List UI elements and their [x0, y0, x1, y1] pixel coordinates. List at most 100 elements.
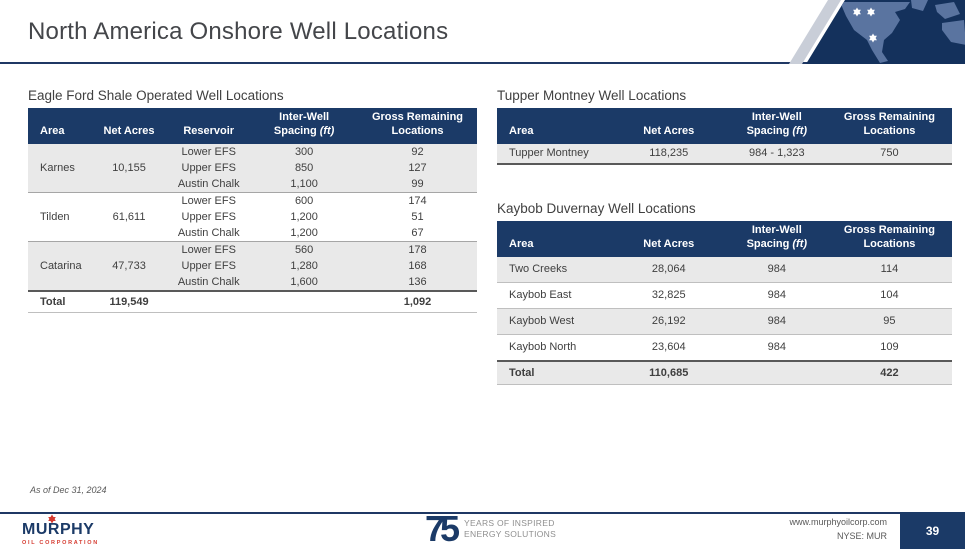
cell-spacing: 1,280 [250, 257, 358, 274]
cell-locations: 178 [358, 240, 477, 258]
cell-spacing: 1,600 [250, 273, 358, 291]
table-row: Kaybob East 32,825 984 104 [497, 281, 952, 308]
cell-reservoir: Upper EFS [181, 210, 236, 223]
table-header-row: Area Net Acres Reservoir Inter-Well Spac… [28, 108, 477, 144]
cell-total-label: Total [497, 359, 611, 385]
cell-spacing: 984 - 1,323 [726, 143, 827, 165]
table-row: Austin Chalk 1,200 67 [28, 225, 477, 242]
star-icon [48, 514, 56, 524]
cell-locations: 99 [358, 175, 477, 192]
cell-spacing: 984 [726, 256, 827, 282]
cell-net-acres: 47,733 [90, 240, 168, 291]
eagle-ford-table: Area Net Acres Reservoir Inter-Well Spac… [28, 108, 477, 313]
cell-total-locations: 422 [826, 359, 952, 385]
table-row: Catarina 47,733 Lower EFS 560 178 [28, 240, 477, 291]
table-row: Upper EFS 1,200 51 [28, 209, 477, 225]
cell-total-net-acres: 110,685 [610, 359, 727, 385]
murphy-logo: MURPHY OIL CORPORATION [22, 514, 132, 546]
cell-spacing: 984 [726, 307, 827, 334]
column-header-net-acres: Net Acres [610, 221, 727, 257]
column-header-spacing: Inter-Well Spacing (ft) [726, 108, 827, 144]
table-row: Tilden 61,611 Lower EFS 600 174 [28, 191, 477, 241]
column-header-area: Area [497, 221, 611, 257]
footer-links: www.murphyoilcorp.com NYSE: MUR [789, 516, 887, 544]
star-icon [853, 7, 877, 43]
cell-spacing: 1,100 [250, 175, 358, 192]
cell-spacing: 1,200 [290, 226, 318, 239]
eagle-ford-section-title: Eagle Ford Shale Operated Well Locations [28, 88, 284, 103]
table-row: Upper EFS 850 127 [28, 159, 477, 176]
header-divider [0, 62, 965, 64]
anniversary-tagline: YEARS OF INSPIRED ENERGY SOLUTIONS [464, 517, 557, 540]
cell-area: Kaybob North [497, 333, 611, 361]
column-header-spacing: Inter-Well Spacing (ft) [250, 108, 358, 144]
cell-net-acres: 23,604 [610, 333, 727, 361]
cell-area: Kaybob East [497, 281, 611, 308]
tupper-montney-section: Tupper Montney Well Locations Area Net A… [497, 88, 952, 165]
kaybob-section-title: Kaybob Duvernay Well Locations [497, 201, 696, 216]
cell-area: Tilden [28, 191, 91, 241]
cell-reservoir: Austin Chalk [167, 273, 251, 291]
cell-locations: 92 [358, 143, 477, 160]
cell-reservoir: Lower EFS [167, 191, 251, 209]
footer-divider [0, 512, 965, 514]
column-header-locations: Gross Remaining Locations [826, 221, 952, 257]
cell-reservoir: Upper EFS [167, 159, 251, 176]
cell-net-acres: 118,235 [610, 143, 727, 165]
cell-net-acres: 32,825 [610, 281, 727, 308]
column-header-locations: Gross Remaining Locations [826, 108, 952, 144]
cell-spacing: 300 [250, 143, 358, 160]
website-link: www.murphyoilcorp.com [789, 517, 887, 527]
company-name: MURPHY [22, 521, 95, 538]
world-map-graphic [789, 0, 965, 64]
cell-reservoir: Austin Chalk [177, 226, 240, 239]
tupper-montney-table: Area Net Acres Inter-Well Spacing (ft) Gr… [497, 108, 952, 165]
cell-area: Kaybob West [497, 307, 611, 334]
cell-spacing: 1,200 [290, 210, 318, 223]
cell-reservoir: Austin Chalk [167, 175, 251, 192]
cell-spacing: 600 [250, 191, 358, 209]
tupper-section-title: Tupper Montney Well Locations [497, 88, 687, 103]
cell-locations: 174 [358, 191, 477, 209]
cell-locations: 104 [826, 281, 952, 308]
eagle-ford-section: Eagle Ford Shale Operated Well Locations… [28, 88, 477, 313]
page-title: North America Onshore Well Locations [28, 18, 449, 45]
cell-locations: 127 [358, 159, 477, 176]
page-number: 39 [925, 523, 940, 538]
cell-reservoir: Upper EFS [167, 257, 251, 274]
kaybob-duvernay-table: Area Net Acres Inter-Well Spacing (ft) Gr… [497, 221, 952, 385]
cell-net-acres: 28,064 [610, 256, 727, 282]
table-row: Karnes 10,155 Lower EFS 300 92 [28, 143, 477, 192]
table-row: Upper EFS 1,280 168 [28, 257, 477, 274]
table-row: Austin Chalk 1,100 99 [28, 175, 477, 192]
cell-locations: 114 [826, 256, 952, 282]
cell-total-label: Total [28, 289, 91, 313]
cell-locations: 95 [826, 307, 952, 334]
column-header-spacing: Inter-Well Spacing (ft) [726, 221, 827, 257]
column-header-area: Area [497, 108, 611, 144]
anniversary-logo: 75 YEARS OF INSPIRED ENERGY SOLUTIONS [425, 508, 557, 549]
cell-net-acres: 61,611 [90, 191, 168, 241]
total-row: Total 119,549 1,092 [28, 289, 477, 313]
column-header-net-acres: Net Acres [610, 108, 727, 144]
table-row: Tupper Montney 118,235 984 - 1,323 750 [497, 143, 952, 165]
cell-net-acres: 26,192 [610, 307, 727, 334]
as-of-date-note: As of Dec 31, 2024 [30, 485, 107, 495]
anniversary-number: 75 [425, 508, 460, 549]
table-row: Two Creeks 28,064 984 114 [497, 256, 952, 282]
cell-locations: 51 [411, 210, 424, 223]
cell-reservoir: Lower EFS [167, 240, 251, 258]
column-header-area: Area [28, 108, 91, 144]
column-header-locations: Gross Remaining Locations [358, 108, 477, 144]
table-row: Kaybob North 23,604 984 109 [497, 333, 952, 361]
cell-locations: 168 [358, 257, 477, 274]
cell-locations: 109 [826, 333, 952, 361]
table-row: Kaybob West 26,192 984 95 [497, 307, 952, 334]
cell-area: Karnes [28, 143, 91, 192]
company-subtitle: OIL CORPORATION [22, 540, 99, 546]
cell-area: Tupper Montney [497, 143, 611, 165]
cell-reservoir: Lower EFS [167, 143, 251, 160]
table-row: Austin Chalk 1,600 136 [28, 273, 477, 291]
cell-net-acres: 10,155 [90, 143, 168, 192]
